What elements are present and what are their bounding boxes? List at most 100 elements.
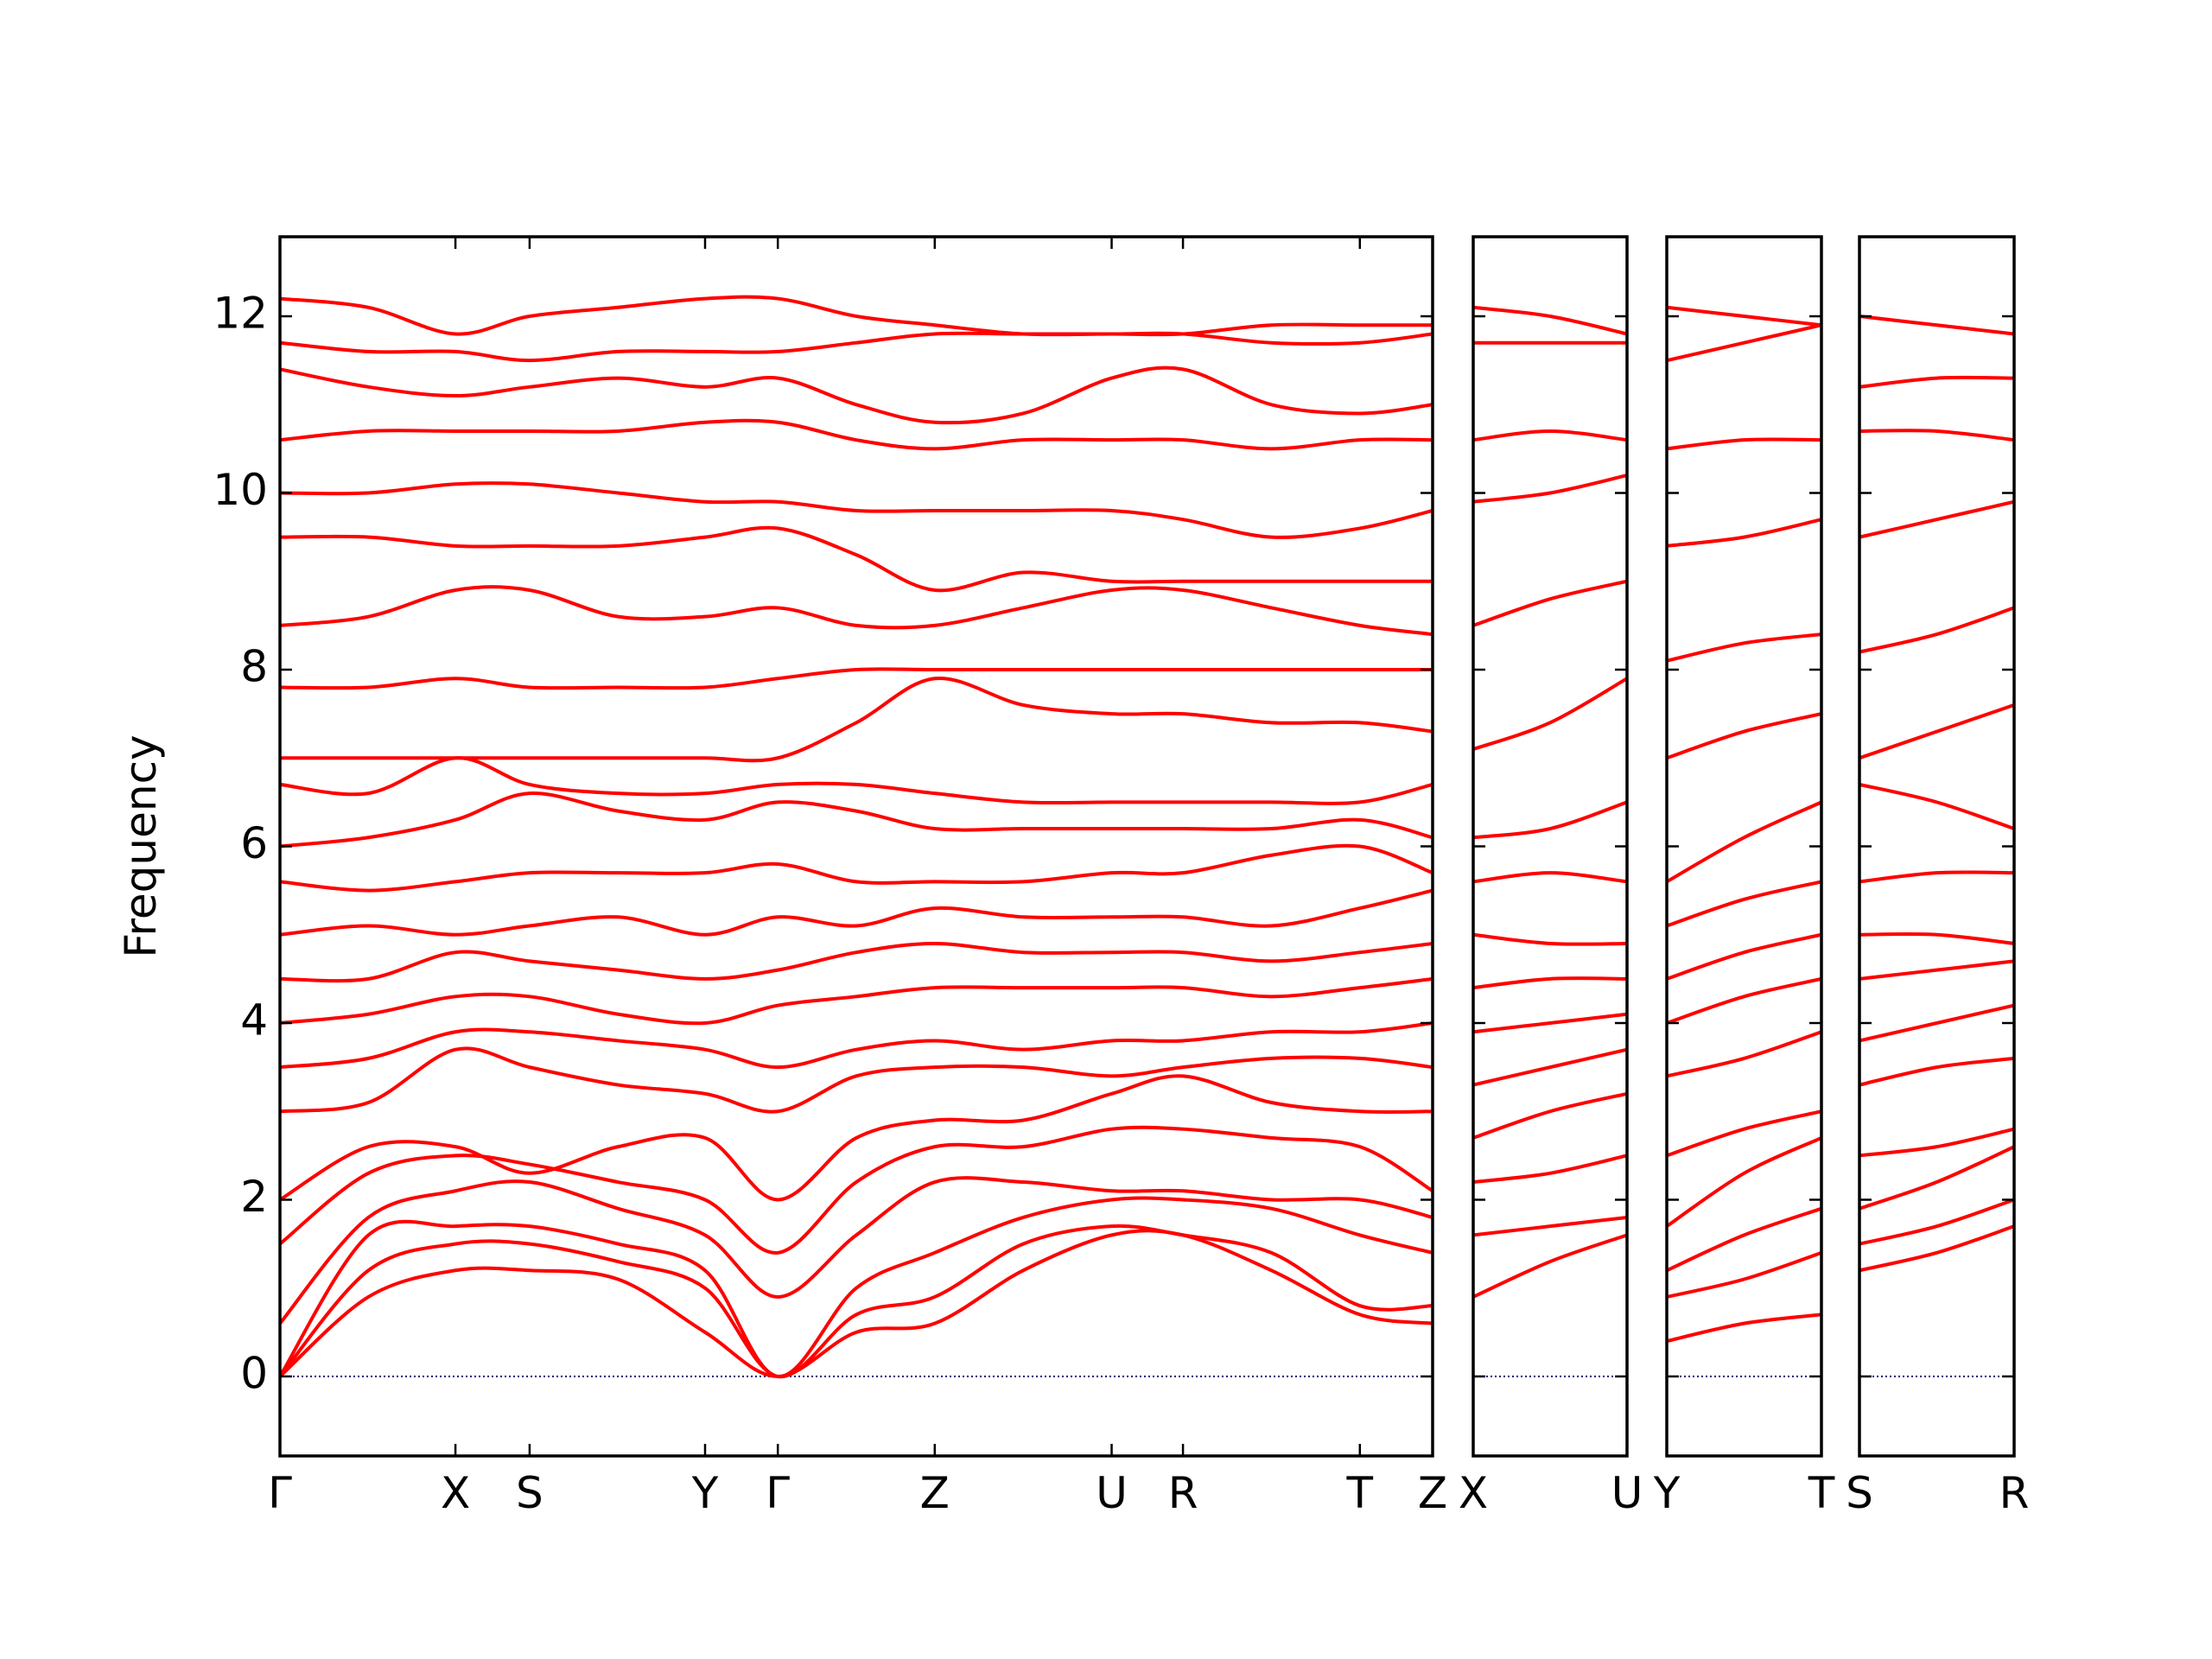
y-tick-label: 10 — [213, 465, 268, 515]
band-line — [1859, 315, 2014, 336]
band-line — [1473, 976, 1627, 990]
y-tick-label: 2 — [240, 1172, 268, 1222]
band-line — [1859, 931, 2014, 945]
band-line — [280, 585, 1433, 637]
plot-area — [1473, 305, 1627, 1377]
band-line — [1667, 1136, 1821, 1228]
band-line — [1473, 1233, 1627, 1299]
x-tick-label: T — [1808, 1468, 1835, 1518]
band-line — [1667, 800, 1821, 884]
y-tick-label: 12 — [213, 289, 268, 339]
band-line — [1859, 1145, 2014, 1211]
band-line — [1667, 323, 1821, 363]
y-tick-label: 4 — [240, 995, 268, 1045]
band-line — [280, 418, 1433, 451]
band-line — [1667, 880, 1821, 928]
band-line — [1473, 1047, 1627, 1087]
band-line — [280, 1125, 1433, 1255]
band-line — [1667, 712, 1821, 760]
band-line — [280, 1224, 1433, 1378]
band-line — [280, 791, 1433, 849]
band-line — [280, 677, 1433, 763]
x-tick-label: S — [516, 1468, 543, 1518]
x-tick-label: Γ — [268, 1468, 292, 1518]
x-tick-label: Y — [691, 1468, 719, 1518]
y-tick-label: 8 — [240, 642, 268, 692]
band-line — [280, 365, 1433, 425]
x-tick-label: U — [1611, 1468, 1643, 1518]
band-line — [280, 941, 1433, 983]
band-line — [280, 525, 1433, 593]
band-line — [1473, 579, 1627, 627]
band-line — [1667, 932, 1821, 981]
x-tick-label: X — [1459, 1468, 1488, 1518]
band-line — [1667, 976, 1821, 1025]
plot-frame — [1665, 235, 1823, 1458]
band-line — [1859, 703, 2014, 760]
band-line — [1473, 871, 1627, 884]
x-tick-label: T — [1346, 1468, 1374, 1518]
band-line — [1473, 1091, 1627, 1140]
band-line — [1859, 782, 2014, 830]
band-line — [280, 1074, 1433, 1202]
band-line — [1667, 1030, 1821, 1078]
band-line — [1667, 305, 1821, 327]
x-tick-label: R — [1999, 1468, 2030, 1518]
x-tick-label: U — [1096, 1468, 1128, 1518]
band-line — [280, 888, 1433, 937]
band-line — [1859, 1056, 2014, 1087]
band-line — [280, 1176, 1433, 1325]
band-line — [1859, 870, 2014, 884]
x-tick-label: Γ — [766, 1468, 790, 1518]
band-line — [1667, 518, 1821, 548]
plot-frame — [1858, 235, 2016, 1458]
plot-frame — [278, 235, 1434, 1458]
band-line — [1473, 1012, 1627, 1034]
y-tick-label: 6 — [240, 818, 268, 868]
band-line — [1473, 800, 1627, 840]
band-line — [1473, 932, 1627, 946]
band-line — [1667, 437, 1821, 451]
plot-area — [1667, 305, 1821, 1377]
plot-area — [280, 295, 1433, 1378]
band-line — [1473, 1154, 1627, 1185]
band-line — [280, 976, 1433, 1026]
band-line — [1473, 429, 1627, 442]
band-line — [1473, 677, 1627, 751]
band-line — [1473, 1215, 1627, 1237]
band-line — [280, 843, 1433, 893]
band-line — [1473, 305, 1627, 336]
band-line — [280, 295, 1433, 337]
plot-frame — [1471, 235, 1629, 1458]
band-line — [1473, 474, 1627, 504]
y-tick-label: 0 — [240, 1348, 268, 1398]
x-tick-label: Z — [920, 1468, 950, 1518]
y-axis-label: Frequency — [116, 734, 166, 957]
band-line — [280, 331, 1433, 363]
band-line — [280, 1021, 1433, 1070]
x-tick-label: X — [441, 1468, 470, 1518]
band-line — [1667, 632, 1821, 663]
x-tick-label: S — [1846, 1468, 1873, 1518]
band-line — [1859, 499, 2014, 539]
band-line — [1859, 429, 2014, 442]
band-line — [1667, 1250, 1821, 1299]
band-line — [1859, 1127, 2014, 1158]
band-line — [280, 667, 1433, 690]
band-line — [280, 1229, 1433, 1378]
band-line — [1859, 375, 2014, 389]
band-line — [1859, 1198, 2014, 1246]
band-line — [280, 481, 1433, 539]
band-line — [280, 1196, 1433, 1378]
plot-area — [1859, 315, 2014, 1377]
band-line — [280, 1046, 1433, 1114]
band-line — [1667, 1109, 1821, 1158]
band-line — [1859, 1003, 2014, 1043]
x-tick-label: Z — [1418, 1468, 1447, 1518]
x-tick-label: R — [1168, 1468, 1198, 1518]
band-line — [1859, 606, 2014, 654]
band-line — [1667, 1313, 1821, 1344]
band-line — [1859, 1224, 2014, 1273]
